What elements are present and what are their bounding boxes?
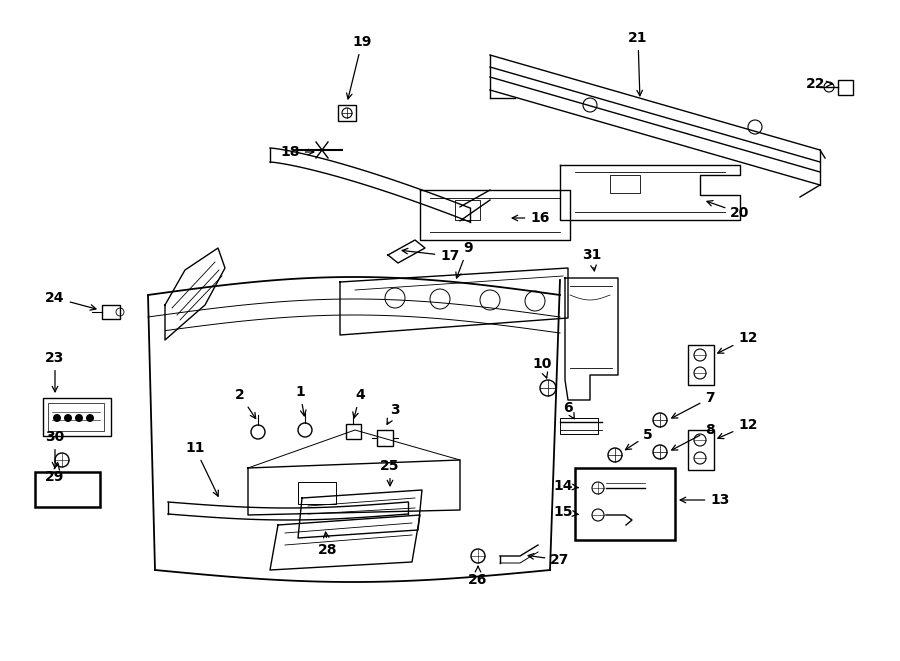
Text: 17: 17 bbox=[402, 249, 460, 263]
Bar bbox=[377, 430, 393, 446]
Text: 7: 7 bbox=[671, 391, 715, 418]
Circle shape bbox=[53, 414, 61, 422]
Text: 29: 29 bbox=[45, 464, 65, 484]
Text: 10: 10 bbox=[532, 357, 552, 378]
Text: 2: 2 bbox=[235, 388, 256, 418]
Circle shape bbox=[64, 414, 72, 422]
Text: 21: 21 bbox=[628, 31, 648, 96]
Text: 12: 12 bbox=[717, 331, 758, 353]
Bar bbox=[346, 424, 361, 439]
Text: 20: 20 bbox=[706, 200, 750, 220]
Text: 1: 1 bbox=[295, 385, 306, 416]
Bar bbox=[43, 398, 111, 436]
Text: 23: 23 bbox=[45, 351, 65, 392]
Text: 9: 9 bbox=[456, 241, 472, 278]
Bar bbox=[338, 105, 356, 121]
Text: 31: 31 bbox=[582, 248, 602, 271]
Text: 30: 30 bbox=[45, 430, 65, 468]
Text: 12: 12 bbox=[718, 418, 758, 439]
Bar bbox=[455, 200, 480, 220]
Text: 16: 16 bbox=[512, 211, 550, 225]
Text: 18: 18 bbox=[280, 145, 314, 159]
Bar bbox=[35, 472, 100, 507]
Text: 11: 11 bbox=[185, 441, 219, 496]
Text: 27: 27 bbox=[528, 553, 570, 567]
Circle shape bbox=[86, 414, 94, 422]
Text: 28: 28 bbox=[319, 532, 338, 557]
Text: 25: 25 bbox=[380, 459, 400, 486]
Bar bbox=[610, 175, 640, 193]
Text: 3: 3 bbox=[387, 403, 400, 424]
Bar bbox=[298, 482, 336, 504]
Text: 13: 13 bbox=[680, 493, 730, 507]
Circle shape bbox=[75, 414, 83, 422]
Bar bbox=[560, 418, 598, 434]
Bar bbox=[48, 403, 104, 431]
Text: 26: 26 bbox=[468, 566, 488, 587]
Text: 4: 4 bbox=[353, 388, 364, 418]
Text: 6: 6 bbox=[563, 401, 574, 419]
Text: 15: 15 bbox=[554, 505, 579, 519]
Text: 19: 19 bbox=[346, 35, 372, 99]
Text: 14: 14 bbox=[554, 479, 579, 493]
Text: 8: 8 bbox=[671, 423, 715, 450]
Bar bbox=[838, 80, 853, 95]
Bar bbox=[102, 305, 120, 319]
Text: 22: 22 bbox=[806, 77, 832, 91]
Text: 24: 24 bbox=[45, 291, 96, 310]
Text: 5: 5 bbox=[626, 428, 652, 449]
Bar bbox=[575, 468, 675, 540]
